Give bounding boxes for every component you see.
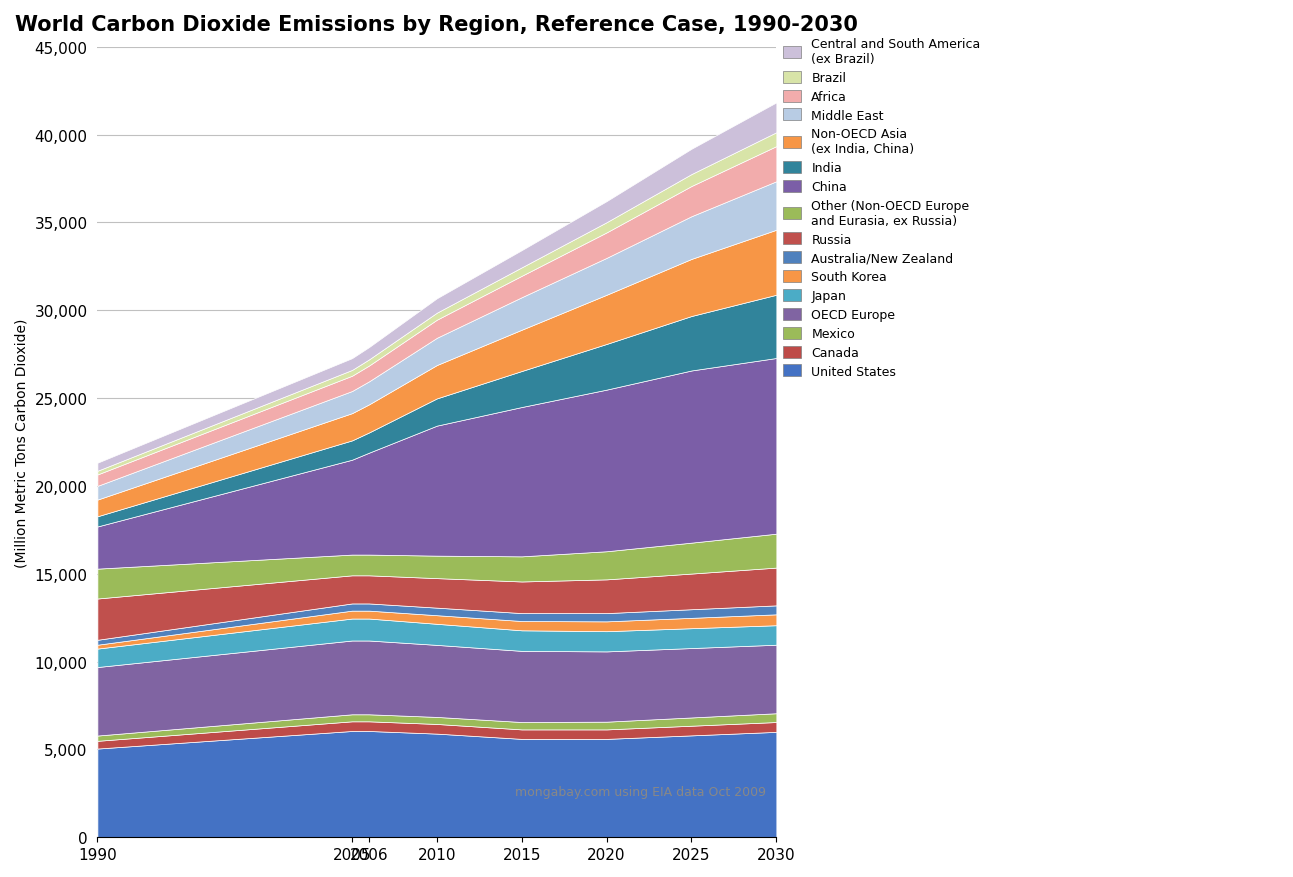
Text: mongabay.com using EIA data Oct 2009: mongabay.com using EIA data Oct 2009 [515, 785, 767, 798]
Title: World Carbon Dioxide Emissions by Region, Reference Case, 1990-2030: World Carbon Dioxide Emissions by Region… [16, 15, 859, 35]
Legend: Central and South America
(ex Brazil), Brazil, Africa, Middle East, Non-OECD Asi: Central and South America (ex Brazil), B… [782, 38, 980, 378]
Y-axis label: (Million Metric Tons Carbon Dioxide): (Million Metric Tons Carbon Dioxide) [16, 318, 28, 567]
